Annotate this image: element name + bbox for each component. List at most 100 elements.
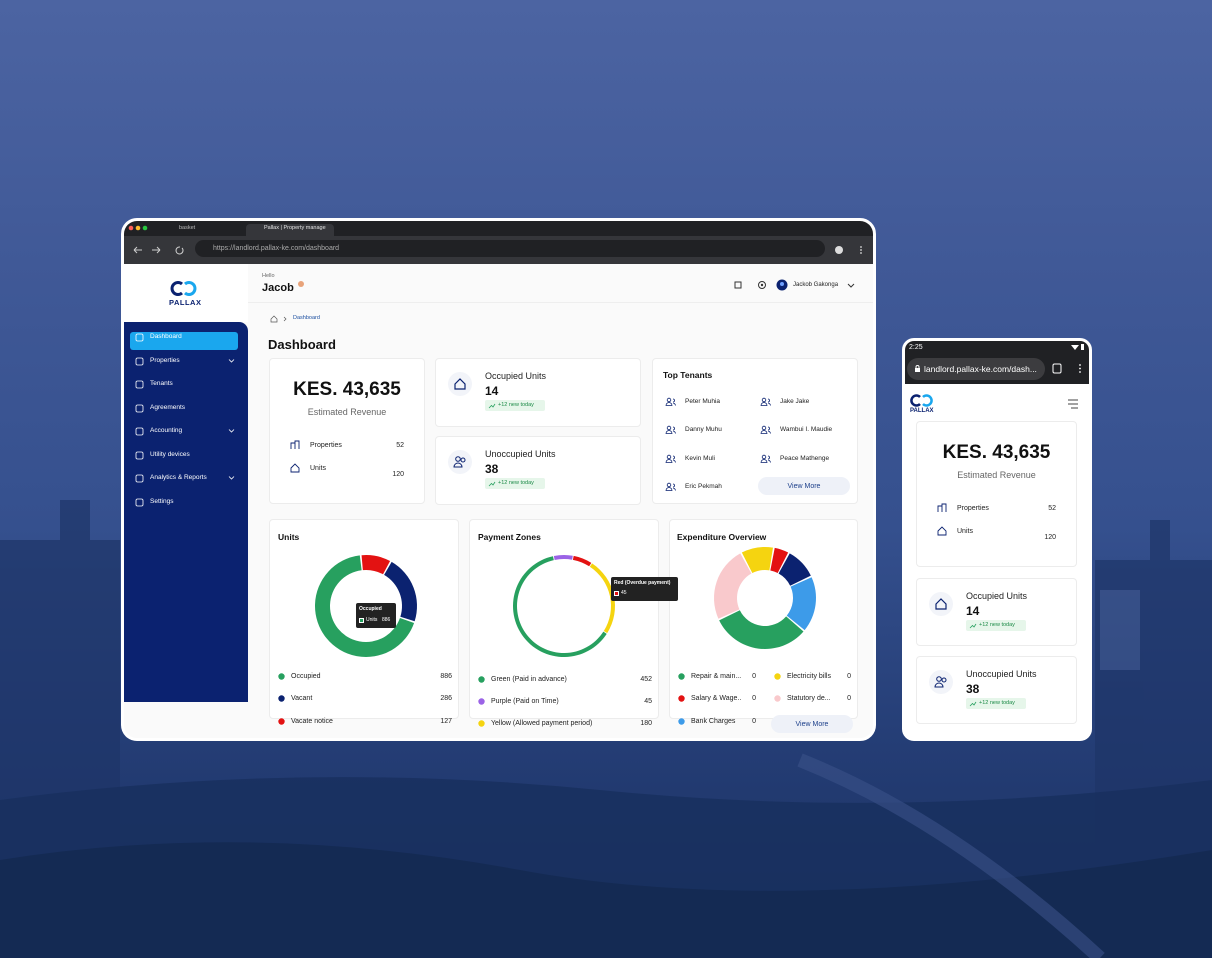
tenant-icon-shape	[760, 454, 771, 463]
legend-dot	[678, 672, 685, 680]
url[interactable]: https://landlord.pallax-ke.com/dashboard	[213, 245, 340, 252]
browser-icons[interactable]	[1052, 363, 1086, 375]
tenant-icon	[665, 425, 676, 434]
toolbar-icons[interactable]	[832, 243, 868, 257]
card-value: 38	[966, 682, 980, 696]
tooltip: Occupied Units 886	[356, 603, 396, 628]
menu-icon[interactable]	[1067, 399, 1079, 409]
people-icon	[934, 676, 947, 688]
legend-dot-shape	[774, 694, 781, 702]
mobile-url-bar[interactable]	[907, 358, 1045, 380]
tenant-icon	[760, 454, 771, 463]
tenant-name: Eric Pekmah	[685, 483, 722, 490]
decorative-segment	[741, 547, 773, 574]
legend-value: 886	[440, 672, 452, 680]
clock: 2:25	[909, 344, 923, 351]
donut-segment	[572, 555, 592, 567]
row-label: Units	[310, 465, 326, 472]
button-label[interactable]: View More	[795, 721, 829, 728]
row-value: 120	[1044, 534, 1056, 541]
revenue-card: KES. 43,635 Estimated Revenue Properties…	[269, 358, 425, 504]
legend-dot-shape	[478, 675, 485, 683]
nav-icon-shape	[135, 427, 144, 436]
nav-item[interactable]: Properties	[150, 357, 180, 364]
home-icon	[937, 526, 947, 536]
page-title: Dashboard	[268, 337, 336, 352]
trend-icon	[969, 701, 977, 707]
tooltip-value: 886	[382, 617, 391, 623]
nav-item[interactable]: Utility devices	[150, 451, 190, 458]
donut-segment	[384, 561, 417, 622]
icon-bg	[929, 670, 953, 694]
view-more-button[interactable]	[771, 715, 853, 733]
people-icon	[453, 456, 466, 468]
building-icon	[290, 440, 300, 449]
legend-label: Statutory de...	[787, 694, 831, 702]
legend-label: Yellow (Allowed payment period)	[491, 719, 593, 727]
revenue-card: KES. 43,635 Estimated Revenue Properties…	[916, 421, 1077, 567]
nav-item[interactable]: Tenants	[150, 380, 173, 387]
legend-dot	[478, 719, 485, 727]
active-tab[interactable]	[246, 224, 334, 236]
tenant-name: Jake Jake	[780, 398, 810, 405]
avatar[interactable]	[776, 279, 788, 291]
window-controls[interactable]	[128, 224, 152, 232]
wave-icon	[298, 281, 304, 287]
legend-dot-shape	[278, 672, 285, 680]
breadcrumb-icons[interactable]	[270, 315, 292, 323]
row-label: Properties	[957, 505, 989, 512]
trend: +12 new today	[498, 480, 534, 486]
nav-buttons[interactable]	[132, 244, 192, 256]
legend-dot-shape	[278, 717, 285, 725]
legend-label: Occupied	[291, 672, 321, 680]
donut-segment	[361, 555, 391, 575]
nav-icon-shape	[135, 333, 144, 342]
nav-item[interactable]: Analytics & Reports	[150, 474, 207, 481]
chevron[interactable]	[228, 428, 235, 434]
view-more-button[interactable]	[758, 477, 850, 495]
legend-value: 0	[847, 694, 851, 702]
tab[interactable]: basket	[179, 225, 196, 231]
row-value: 52	[396, 442, 404, 449]
header-divider	[248, 302, 873, 303]
card-value: 14	[966, 604, 980, 618]
header-icons[interactable]	[732, 279, 772, 291]
nav-icon	[135, 357, 144, 366]
nav-icon	[135, 427, 144, 436]
nav-item[interactable]: Agreements	[150, 404, 186, 411]
user-name[interactable]: Jackob Gakonga	[793, 282, 839, 288]
tenant-name: Peter Muhia	[685, 398, 721, 405]
chevron[interactable]	[228, 475, 235, 481]
logo-mark	[910, 394, 933, 407]
nav-item[interactable]: Dashboard	[150, 333, 182, 340]
row-label: Properties	[310, 442, 342, 449]
breadcrumb[interactable]: Dashboard	[293, 315, 320, 321]
nav-item[interactable]: Settings	[150, 498, 174, 505]
legend-dot	[278, 672, 285, 680]
donut-segment	[315, 555, 415, 657]
tenant-name: Peace Mathenge	[780, 455, 830, 462]
donut-segment	[553, 555, 573, 560]
chevron[interactable]	[847, 281, 855, 289]
trend-icon	[969, 623, 977, 629]
button-label[interactable]: View More	[787, 483, 821, 490]
tab[interactable]: Pallax | Property manage	[264, 225, 326, 231]
tooltip-swatch	[614, 591, 619, 596]
legend-dot	[478, 675, 485, 683]
legend-dot-shape	[478, 719, 485, 727]
legend-dot	[678, 694, 685, 702]
chevron[interactable]	[228, 358, 235, 364]
greeting: Hello	[262, 273, 275, 279]
mobile-url[interactable]: landlord.pallax-ke.com/dash...	[924, 364, 1037, 374]
url-bar[interactable]	[195, 240, 825, 257]
top-tenants-card: Top Tenants View More Peter Muhia Jake Ja…	[652, 358, 858, 504]
card-label: Occupied Units	[485, 371, 547, 381]
revenue-amount: KES. 43,635	[293, 379, 401, 400]
tooltip: Red (Overdue payment) 45	[611, 577, 678, 601]
nav-item[interactable]: Accounting	[150, 427, 183, 434]
legend-dot-shape	[478, 697, 485, 705]
tooltip-title: Occupied	[359, 606, 382, 612]
legend-label: Electricity bills	[787, 672, 831, 680]
logo-text: PALLAX	[910, 408, 934, 414]
